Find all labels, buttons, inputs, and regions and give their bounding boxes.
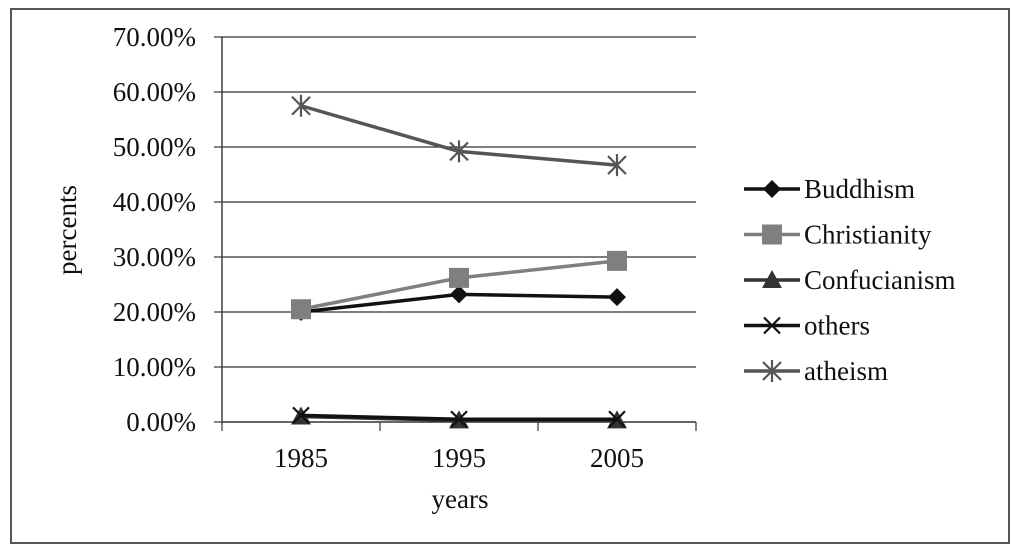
data-point-atheism	[291, 94, 311, 117]
legend-marker	[763, 180, 781, 198]
legend-marker	[762, 360, 782, 382]
chart-frame	[10, 8, 1010, 544]
legend-label: Confucianism	[804, 265, 955, 295]
data-point-christianity	[291, 299, 311, 320]
legend-label: atheism	[804, 356, 888, 386]
y-tick-label: 10.00%	[113, 352, 196, 382]
y-tick-label: 20.00%	[113, 297, 196, 327]
data-point-others	[450, 410, 468, 429]
y-tick-label: 60.00%	[113, 77, 196, 107]
x-tick-label: 1985	[274, 443, 328, 473]
series-atheism	[291, 94, 627, 177]
data-point-christianity	[449, 267, 469, 288]
data-point-buddhism	[450, 285, 468, 304]
data-point-buddhism	[608, 288, 626, 307]
data-point-others	[608, 410, 626, 429]
series-layer	[291, 94, 627, 429]
legend-item-atheism: atheism	[744, 356, 888, 386]
legend-marker	[763, 316, 781, 335]
series-christianity	[291, 250, 627, 320]
y-tick-label: 50.00%	[113, 132, 196, 162]
series-buddhism	[292, 285, 626, 321]
legend-item-others: others	[744, 311, 870, 341]
legend-label: others	[804, 311, 870, 341]
data-point-atheism	[449, 140, 469, 163]
x-tick-label: 2005	[590, 443, 644, 473]
legend-item-buddhism: Buddhism	[744, 174, 915, 204]
legend-item-confucianism: Confucianism	[744, 265, 955, 295]
y-tick-label: 40.00%	[113, 187, 196, 217]
legend-marker	[762, 224, 782, 245]
x-axis-title: years	[432, 484, 489, 514]
y-tick-label: 0.00%	[126, 407, 196, 437]
series-others	[292, 406, 626, 429]
legend: Buddhism Christianity Confucianism others at…	[744, 174, 955, 386]
y-axis-title: percents	[52, 185, 82, 275]
data-point-christianity	[607, 250, 627, 271]
legend-label: Buddhism	[804, 174, 915, 204]
legend-item-christianity: Christianity	[744, 220, 932, 250]
y-tick-label: 30.00%	[113, 242, 196, 272]
legend-label: Christianity	[804, 220, 932, 250]
axes: 0.00% 10.00% 20.00% 30.00% 40.00% 50.00% 60.00…	[113, 22, 697, 473]
y-tick-label: 70.00%	[113, 22, 196, 52]
legend-marker	[762, 270, 782, 288]
x-tick-label: 1995	[432, 443, 486, 473]
data-point-atheism	[607, 154, 627, 177]
data-point-others	[292, 406, 310, 425]
